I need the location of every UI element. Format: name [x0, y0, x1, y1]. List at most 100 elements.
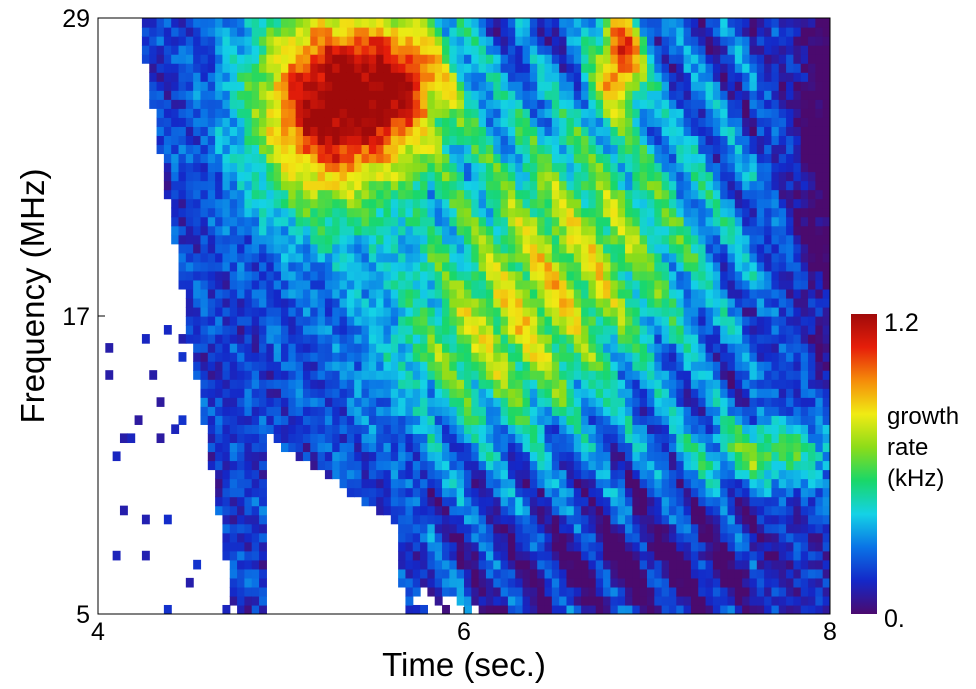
heatmap-cell	[302, 144, 311, 155]
heatmap-cell	[742, 234, 751, 245]
heatmap-cell	[632, 343, 641, 353]
heatmap-cell	[676, 162, 685, 173]
heatmap-cell	[720, 135, 729, 146]
heatmap-cell	[449, 316, 458, 326]
heatmap-cell	[529, 261, 538, 272]
heatmap-cell	[493, 415, 502, 425]
heatmap-cell	[522, 126, 531, 136]
heatmap-cell	[515, 514, 524, 525]
heatmap-cell	[617, 568, 626, 579]
heatmap-cell	[537, 388, 546, 398]
heatmap-cell	[229, 54, 238, 64]
heatmap-cell	[200, 234, 209, 245]
heatmap-cell	[529, 469, 538, 480]
heatmap-cell	[610, 469, 619, 480]
heatmap-cell	[237, 27, 245, 37]
heatmap-cell	[251, 108, 260, 118]
heatmap-cell	[581, 397, 590, 407]
heatmap-cell	[690, 433, 699, 444]
heatmap-cell	[734, 586, 743, 597]
heatmap-cell	[222, 523, 231, 534]
heatmap-cell	[595, 496, 604, 507]
heatmap-cell	[595, 162, 604, 173]
heatmap-cell	[485, 198, 494, 209]
heatmap-cell	[354, 388, 363, 398]
heatmap-cell	[654, 207, 663, 218]
heatmap-cell	[251, 469, 260, 480]
heatmap-cell	[500, 469, 509, 480]
heatmap-cell	[456, 478, 465, 489]
heatmap-cell	[259, 568, 267, 579]
heatmap-cell	[720, 541, 729, 552]
heatmap-cell	[222, 604, 231, 614]
heatmap-cell	[244, 153, 253, 164]
heatmap-cell	[405, 532, 414, 543]
heatmap-cell	[588, 577, 597, 588]
heatmap-cell	[456, 433, 465, 444]
heatmap-cell	[647, 99, 655, 109]
heatmap-cell	[193, 27, 202, 37]
heatmap-cell	[507, 117, 516, 127]
heatmap-cell	[573, 532, 582, 543]
heatmap-cell	[346, 243, 355, 254]
heatmap-cell	[478, 279, 487, 290]
heatmap-cell	[354, 487, 363, 498]
heatmap-cell	[668, 90, 677, 100]
heatmap-cell	[537, 189, 546, 200]
heatmap-cell	[449, 397, 458, 407]
heatmap-cell	[449, 180, 458, 191]
heatmap-cell	[581, 261, 590, 272]
heatmap-cell	[698, 108, 707, 118]
heatmap-cell	[420, 334, 428, 344]
heatmap-cell	[756, 117, 765, 127]
heatmap-cell	[398, 18, 407, 28]
heatmap-cell	[493, 559, 502, 570]
heatmap-cell	[764, 406, 773, 416]
heatmap-cell	[288, 288, 297, 299]
heatmap-cell	[734, 153, 743, 164]
heatmap-cell	[339, 270, 348, 281]
heatmap-cell	[654, 279, 663, 290]
heatmap-cell	[522, 586, 531, 597]
heatmap-cell	[712, 54, 721, 64]
heatmap-cell	[756, 225, 765, 236]
heatmap-cell	[639, 270, 648, 281]
heatmap-cell	[595, 550, 604, 561]
heatmap-cell	[544, 198, 553, 209]
heatmap-cell	[259, 261, 267, 272]
heatmap-cell	[281, 297, 289, 308]
heatmap-cell	[720, 198, 729, 209]
heatmap-cell	[493, 361, 502, 371]
heatmap-cell	[676, 577, 685, 588]
heatmap-cell	[544, 243, 553, 254]
heatmap-cell	[756, 550, 765, 561]
heatmap-cell	[434, 252, 443, 263]
heatmap-cell	[200, 189, 209, 200]
heatmap-cell	[720, 90, 729, 100]
heatmap-cell	[207, 406, 216, 416]
heatmap-cell	[507, 325, 516, 335]
heatmap-cell	[603, 180, 611, 191]
heatmap-cell	[383, 252, 392, 263]
heatmap-cell	[332, 306, 341, 317]
heatmap-cell	[383, 370, 392, 380]
heatmap-cell	[471, 460, 480, 471]
heatmap-cell	[507, 81, 516, 91]
heatmap-cell	[617, 54, 626, 64]
heatmap-cell	[537, 180, 546, 191]
heatmap-cell	[324, 279, 333, 290]
heatmap-cell	[698, 216, 707, 227]
heatmap-cell	[690, 207, 699, 218]
heatmap-cell	[595, 406, 604, 416]
heatmap-cell	[588, 433, 597, 444]
heatmap-cell	[676, 288, 685, 299]
heatmap-cell	[676, 252, 685, 263]
heatmap-cell	[259, 604, 267, 614]
heatmap-cell	[478, 171, 487, 182]
heatmap-cell	[639, 18, 648, 28]
heatmap-cell	[471, 18, 480, 28]
heatmap-cell	[302, 198, 311, 209]
heatmap-cell	[603, 234, 611, 245]
heatmap-cell	[412, 415, 421, 425]
heatmap-cell	[354, 442, 363, 453]
